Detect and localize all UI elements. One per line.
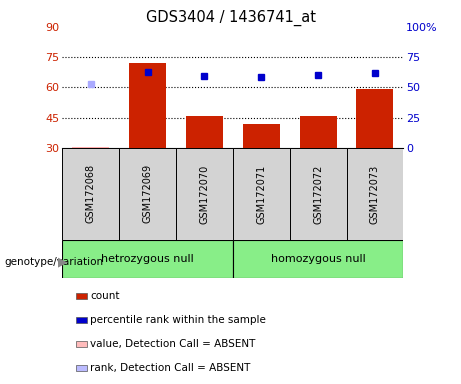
Text: GSM172073: GSM172073 [370, 164, 380, 223]
Bar [176, 148, 233, 240]
Bar [119, 148, 176, 240]
Bar [290, 148, 347, 240]
Bar [129, 63, 166, 148]
Bar [186, 116, 223, 148]
Bar [76, 293, 87, 299]
Bar [76, 317, 87, 323]
Text: homozygous null: homozygous null [271, 254, 366, 264]
Text: hetrozygous null: hetrozygous null [101, 254, 194, 264]
Text: GDS3404 / 1436741_at: GDS3404 / 1436741_at [146, 10, 315, 26]
Bar [72, 147, 109, 148]
Text: ▶: ▶ [58, 255, 67, 268]
Bar [243, 124, 280, 148]
Bar [233, 240, 403, 278]
Bar [300, 116, 337, 148]
Bar [356, 89, 393, 148]
Bar [76, 365, 87, 371]
Bar [62, 148, 119, 240]
Text: rank, Detection Call = ABSENT: rank, Detection Call = ABSENT [90, 363, 251, 373]
Text: value, Detection Call = ABSENT: value, Detection Call = ABSENT [90, 339, 256, 349]
Bar [76, 341, 87, 347]
Text: percentile rank within the sample: percentile rank within the sample [90, 315, 266, 325]
Text: GSM172072: GSM172072 [313, 164, 323, 223]
Text: GSM172068: GSM172068 [86, 164, 96, 223]
Text: genotype/variation: genotype/variation [5, 257, 104, 267]
Text: GSM172070: GSM172070 [199, 164, 209, 223]
Bar [347, 148, 403, 240]
Text: count: count [90, 291, 120, 301]
Text: GSM172071: GSM172071 [256, 164, 266, 223]
Text: GSM172069: GSM172069 [142, 164, 153, 223]
Bar [233, 148, 290, 240]
Bar [62, 240, 233, 278]
